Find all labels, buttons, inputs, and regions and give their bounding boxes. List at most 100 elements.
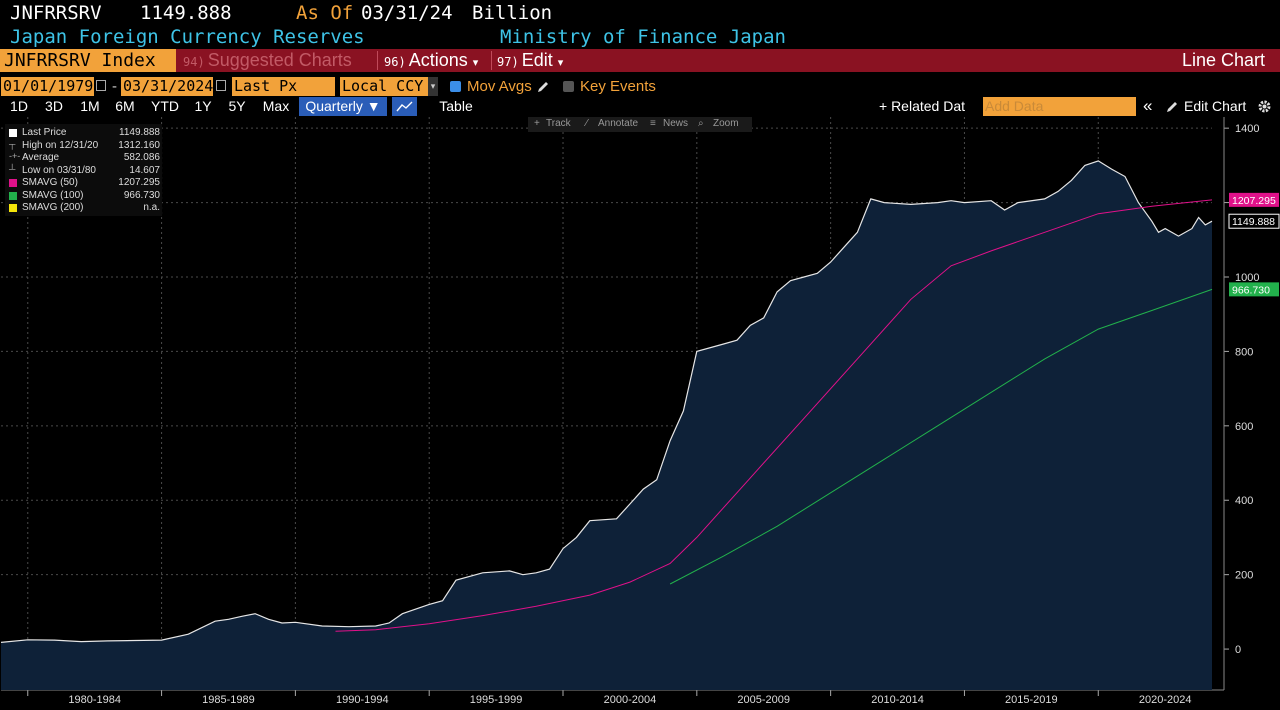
y-tick-label: 0 [1235, 644, 1241, 656]
legend-name: SMAVG (100) [22, 189, 84, 201]
chart-tools: + Track ⁄ Annotate ≡ News ⌕ Zoom [528, 117, 752, 132]
legend-swatch [9, 179, 17, 187]
suggested-label: Suggested Charts [207, 50, 352, 70]
x-tick-label: 1990-1994 [336, 694, 389, 706]
chart-type-label[interactable]: Line Chart [1181, 50, 1265, 70]
suggested-charts-button[interactable]: 94) Suggested Charts [183, 49, 352, 72]
as-of-date: 03/31/24 [361, 2, 453, 24]
period-1y[interactable]: 1Y [194, 98, 212, 114]
edit-menu-button[interactable]: 97) Edit ▾ [497, 49, 563, 72]
crosshair-icon: + [534, 118, 540, 129]
legend-value: 1312.160 [118, 139, 160, 151]
y-tick-label: 1000 [1235, 272, 1259, 284]
main-toolbar: JNFRRSRV Index 94) Suggested Charts 96) Ac… [0, 49, 1280, 72]
pencil-icon[interactable] [1165, 100, 1179, 114]
chevron-down-icon: ▾ [472, 57, 479, 69]
edit-label: Edit [521, 50, 553, 70]
news-button[interactable]: News [663, 118, 689, 129]
x-tick-label: 1995-1999 [470, 694, 523, 706]
y-tick-label: 400 [1235, 495, 1253, 507]
related-data-button[interactable]: + Related Dat [879, 98, 965, 114]
news-icon: ≡ [650, 118, 656, 129]
add-data-input[interactable]: Add Data [983, 97, 1136, 116]
period-max[interactable]: Max [262, 98, 290, 114]
line-chart-icon[interactable] [392, 97, 417, 116]
end-value-tag [1229, 282, 1279, 297]
toolbar-divider [491, 51, 492, 70]
legend-item[interactable]: SMAVG (100) 966.730 [9, 190, 160, 202]
legend-item[interactable]: ┴ Low on 03/31/80 14.607 [9, 163, 160, 177]
legend-item[interactable]: -+- Average 582.086 [9, 151, 160, 164]
legend-marker-icon: ┴ [9, 163, 16, 174]
legend-value: 1207.295 [118, 177, 160, 188]
legend-value: 1149.888 [119, 127, 160, 138]
y-tick-label: 600 [1235, 421, 1253, 433]
annotate-button[interactable]: Annotate [598, 118, 639, 129]
period-3d[interactable]: 3D [45, 98, 63, 114]
legend-item[interactable]: ┬ High on 12/31/20 1312.160 [9, 138, 160, 152]
legend-item[interactable]: Last Price 1149.888 [9, 127, 160, 139]
legend-name: High on 12/31/20 [22, 139, 99, 151]
params-row: 01/01/1979 - 03/31/2024 Last Px Local CC… [0, 77, 1280, 97]
zoom-button[interactable]: Zoom [713, 118, 739, 129]
chevron-down-icon[interactable]: ▾ [428, 77, 438, 96]
frequency-selector[interactable]: Quarterly ▼ [299, 97, 387, 116]
actions-menu-button[interactable]: 96) Actions ▾ [384, 49, 478, 72]
legend-value: n.a. [143, 202, 160, 213]
field-selector[interactable]: Last Px [232, 77, 335, 96]
legend-swatch [9, 204, 17, 212]
ticker-label: JNFRRSRV [10, 2, 102, 24]
period-1m[interactable]: 1M [80, 98, 100, 114]
chevron-down-icon: ▾ [557, 57, 564, 69]
calendar-icon[interactable] [216, 80, 226, 91]
legend-value: 582.086 [123, 152, 160, 163]
legend-name: Average [22, 152, 60, 163]
end-value-tag [1228, 213, 1280, 229]
edit-chart-button[interactable]: Edit Chart [1184, 98, 1247, 114]
table-button[interactable]: Table [439, 98, 473, 114]
actions-label: Actions [408, 50, 468, 70]
x-tick-label: 2010-2014 [871, 694, 924, 706]
mov-avgs-label[interactable]: Mov Avgs [467, 78, 532, 95]
legend-swatch [9, 129, 17, 137]
series-title: Japan Foreign Currency Reserves [10, 26, 365, 48]
annotate-icon: ⁄ [586, 118, 588, 129]
collapse-icon[interactable]: « [1143, 96, 1153, 115]
key-events-label[interactable]: Key Events [580, 78, 656, 95]
pencil-icon[interactable] [536, 80, 550, 94]
key-events-checkbox[interactable] [563, 81, 574, 92]
calendar-icon[interactable] [96, 80, 106, 91]
legend-marker-icon: ┬ [9, 138, 16, 149]
x-tick-label: 2000-2004 [604, 694, 657, 706]
legend-value: 966.730 [123, 189, 160, 201]
source-label: Ministry of Finance Japan [500, 26, 786, 48]
date-dash: - [112, 78, 117, 95]
y-tick-label: 800 [1235, 346, 1253, 358]
track-button[interactable]: Track [546, 118, 571, 129]
zoom-icon: ⌕ [698, 118, 704, 129]
units-label: Billion [472, 2, 553, 24]
chart-legend: Last Price 1149.888 ┬ High on 12/31/20 1312.… [5, 124, 162, 216]
end-value-label: 1149.888 [1232, 216, 1275, 228]
period-row: 1D 3D 1M 6M YTD 1Y 5Y Max Quarterly ▼ Ta… [0, 97, 1280, 117]
mov-avgs-checkbox[interactable] [450, 81, 461, 92]
header-row: JNFRRSRV 1149.888 As Of 03/31/24 Billion [0, 0, 1280, 25]
end-date-field[interactable]: 03/31/2024 [121, 77, 214, 96]
x-tick-label: 1980-1984 [68, 694, 121, 706]
gear-icon[interactable] [1257, 99, 1272, 114]
x-tick-label: 2005-2009 [737, 694, 790, 706]
start-date-field[interactable]: 01/01/1979 [1, 77, 94, 96]
period-ytd[interactable]: YTD [151, 98, 179, 114]
legend-name: SMAVG (200) [22, 202, 84, 213]
period-6m[interactable]: 6M [115, 98, 135, 114]
y-tick-label: 200 [1235, 570, 1253, 582]
period-5y[interactable]: 5Y [228, 98, 246, 114]
security-field[interactable]: JNFRRSRV Index [0, 49, 176, 72]
period-1d[interactable]: 1D [10, 98, 28, 114]
price-chart[interactable]: 02004006008001000120014001980-19841985-1… [0, 117, 1280, 710]
legend-swatch [9, 191, 17, 200]
legend-item[interactable]: SMAVG (50) 1207.295 [9, 177, 160, 189]
currency-selector[interactable]: Local CCY [340, 77, 428, 96]
legend-item[interactable]: SMAVG (200) n.a. [9, 202, 160, 214]
price-area [1, 160, 1212, 690]
